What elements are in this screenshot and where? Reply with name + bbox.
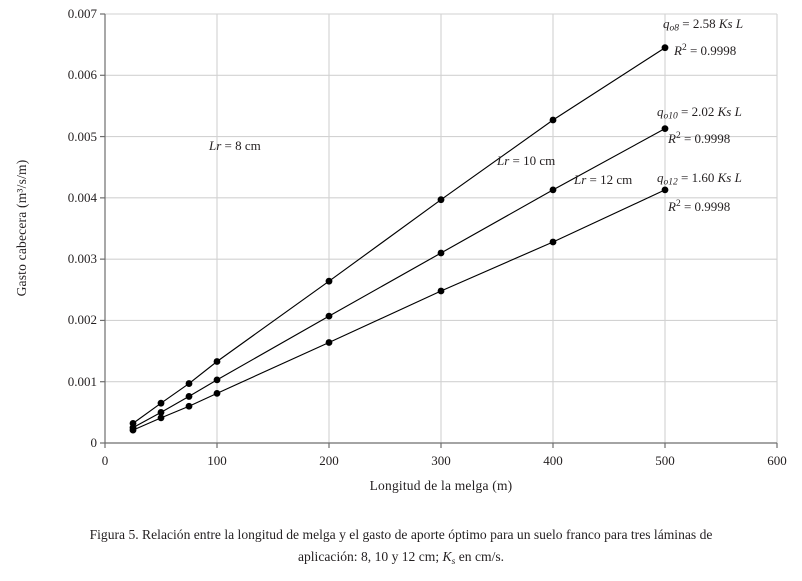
y-tick-label: 0.006 [67, 67, 97, 83]
data-point [185, 393, 193, 400]
data-point [213, 389, 221, 397]
series-line [132, 128, 666, 429]
r2-lr10: R2 = 0.9998 [668, 131, 731, 147]
data-point [549, 186, 557, 194]
axis-ticks [100, 13, 778, 448]
data-point [157, 399, 165, 407]
series-label-lr12: Lr = 12 cm [574, 172, 633, 187]
data-point [157, 408, 165, 416]
data-point [325, 312, 333, 320]
x-tick-label: 400 [543, 453, 563, 468]
x-tick-label: 500 [655, 453, 675, 468]
series-line [132, 189, 666, 431]
data-point [213, 358, 221, 365]
chart-svg [100, 13, 778, 448]
data-point [437, 287, 445, 295]
x-tick-label: 600 [767, 453, 787, 468]
data-point [213, 376, 221, 384]
x-axis-title: Longitud de la melga (m) [369, 478, 513, 493]
x-tick-label: 300 [431, 453, 451, 468]
grid-lines [105, 13, 778, 443]
data-point [185, 402, 193, 410]
series-label-lr8: Lr = 8 cm [209, 138, 261, 153]
caption-ks-symbol: K [442, 549, 452, 564]
r2-lr12: R2 = 0.9998 [668, 199, 731, 215]
data-point [549, 238, 557, 246]
data-point [185, 380, 193, 387]
data-point [325, 277, 333, 285]
y-tick-label: 0.004 [67, 189, 97, 205]
equation-lr12: qo12 = 1.60 Ks L [657, 170, 742, 188]
data-point [661, 186, 669, 194]
series-line [132, 47, 666, 424]
caption-line-2a: aplicación: 8, 10 y 12 cm; [297, 549, 443, 564]
y-tick-label: 0.003 [67, 251, 97, 267]
caption-ks-subscript: s [451, 556, 456, 567]
data-point [437, 249, 445, 257]
data-point [437, 196, 445, 204]
caption-line-1: Figura 5. Relación entre la longitud de … [89, 527, 713, 542]
figure-caption: Figura 5. Relación entre la longitud de … [12, 524, 790, 573]
caption-line-2b: en cm/s. [455, 549, 505, 564]
series-label-lr10: Lr = 10 cm [497, 153, 556, 168]
data-point [157, 414, 165, 422]
data-point [661, 44, 669, 52]
x-tick-label: 100 [207, 453, 227, 468]
data-point [325, 339, 333, 346]
x-tick-label: 200 [319, 453, 339, 468]
data-point [129, 426, 137, 434]
y-tick-label: 0 [90, 435, 98, 450]
equation-lr8: qo8 = 2.58 Ks L [663, 16, 744, 34]
equation-lr10: qo10 = 2.02 Ks L [657, 104, 742, 122]
data-point [549, 116, 557, 124]
y-tick-label: 0.007 [67, 6, 97, 21]
y-tick-label: 0.002 [67, 312, 97, 328]
data-series-group [129, 44, 669, 434]
data-point [661, 125, 669, 133]
y-tick-label: 0.005 [67, 128, 97, 144]
y-tick-label: 0.001 [67, 373, 97, 389]
y-axis-title: Gasto cabecera (m³/s/m) [14, 159, 29, 297]
r2-lr8: R2 = 0.9998 [674, 43, 737, 59]
chart-plot-area: 0 0.001 0.002 0.003 0.004 0.005 0.006 0.007 0 10… [14, 6, 787, 493]
x-tick-label: 0 [101, 453, 109, 468]
